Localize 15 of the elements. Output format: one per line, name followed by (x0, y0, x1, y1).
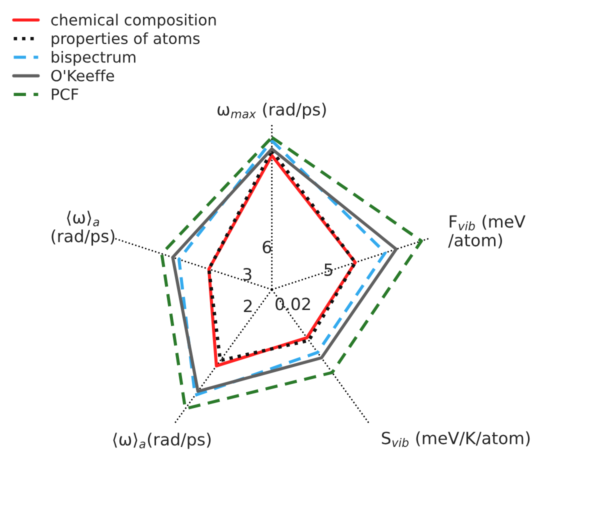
spoke-label: ⟨ω⟩$_{a}$ (rad/ps) (52, 210, 114, 246)
text: 6 (262, 240, 272, 254)
legend-label: bispectrum (52, 50, 136, 66)
text: 5 (324, 264, 332, 276)
spoke-label: S$_{vib}$ (meV/K/atom) (382, 431, 530, 447)
spoke-label: F$_{vib}$ (meV /atom) (448, 214, 526, 248)
text: 2 (244, 300, 252, 312)
spoke-label: ⟨ω⟩$_{a}$(rad/ps) (113, 432, 211, 449)
legend-label: chemical composition (51, 14, 216, 29)
spoke-label: ω$_{max}$ (rad/ps) (218, 102, 326, 119)
text: 0.02 (276, 298, 310, 310)
legend-label: O'Keeffe (51, 70, 114, 82)
text: 3 (243, 268, 252, 281)
legend-label: properties of atoms (52, 32, 200, 48)
legend-label: PCF (52, 88, 78, 100)
